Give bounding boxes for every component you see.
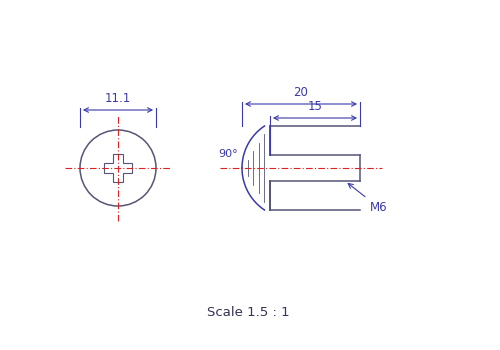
Text: 90°: 90° bbox=[218, 149, 238, 159]
Text: 11.1: 11.1 bbox=[105, 92, 131, 105]
Text: M6: M6 bbox=[348, 183, 388, 214]
Text: 20: 20 bbox=[294, 86, 308, 99]
Text: 15: 15 bbox=[308, 100, 322, 113]
Text: Scale 1.5 : 1: Scale 1.5 : 1 bbox=[206, 306, 290, 318]
